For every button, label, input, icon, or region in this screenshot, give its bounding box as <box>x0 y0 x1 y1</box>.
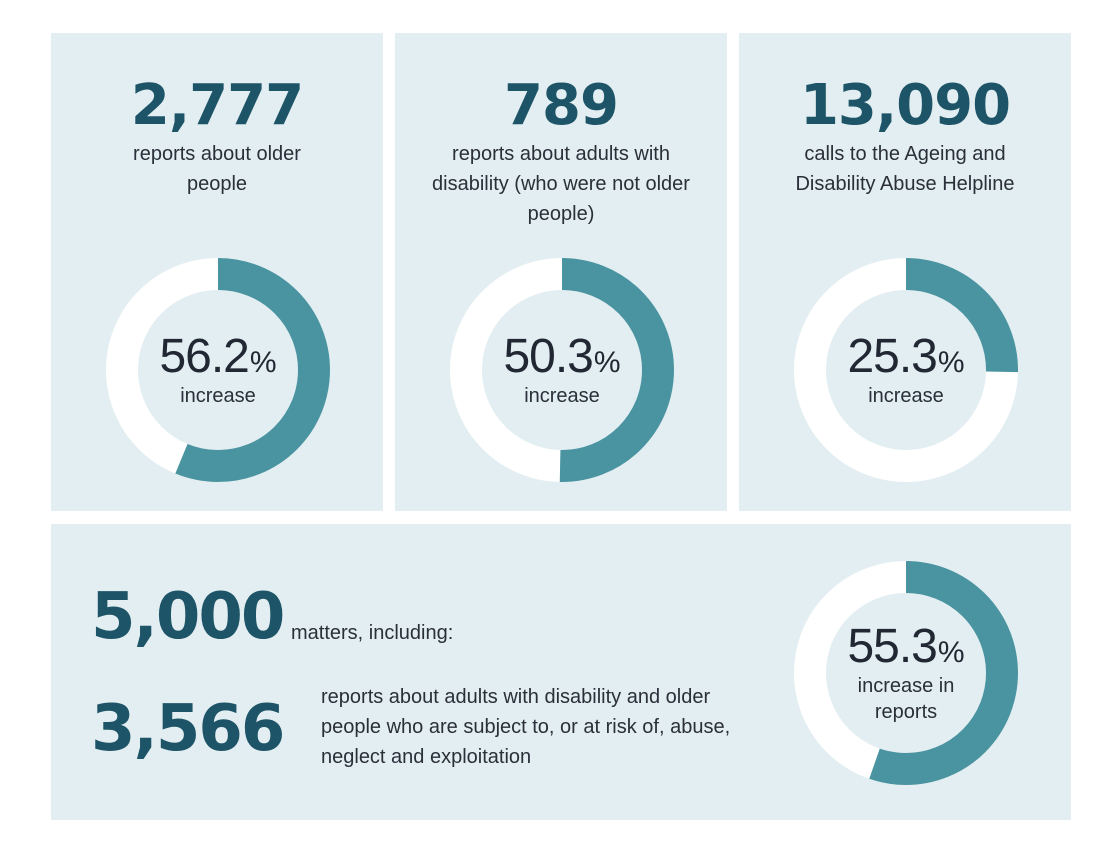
donut-chart <box>794 561 1018 785</box>
stat-number: 13,090 <box>799 73 1011 138</box>
sub-number: 3,566 <box>91 692 285 766</box>
percent-value: 50.3 <box>503 330 593 383</box>
donut-chart <box>106 258 330 482</box>
stat-panel-helpline-calls: 13,090 calls to the Ageing and Disabilit… <box>739 33 1071 511</box>
stat-description: reports about older people <box>133 143 301 195</box>
percent-symbol: % <box>593 346 621 379</box>
donut-label: 55.3% increase in reports <box>794 561 1018 785</box>
percent-value: 55.3 <box>847 620 937 673</box>
stat-number: 789 <box>504 73 619 138</box>
percent-value: 56.2 <box>159 330 249 383</box>
donut-slice-value <box>794 258 1018 482</box>
total-label: matters, including: <box>291 622 454 644</box>
stat-description: calls to the Ageing and Disability Abuse… <box>795 143 1015 195</box>
summary-panel: 5,000 matters, including: 3,566 reports … <box>51 524 1071 820</box>
percent-value: 25.3 <box>847 330 937 383</box>
donut-slice-value <box>450 258 674 482</box>
donut-label: 50.3% increase <box>450 258 674 482</box>
percent-symbol: % <box>249 346 277 379</box>
stat-panel-older-people: 2,777 reports about older people 56.2% i… <box>51 33 383 511</box>
stat-number: 2,777 <box>130 73 304 138</box>
percent-symbol: % <box>937 636 965 669</box>
percent-label: increase in reports <box>857 675 955 723</box>
donut-chart <box>794 258 1018 482</box>
donut-slice-value <box>106 258 330 482</box>
percent-label: increase <box>868 385 944 407</box>
percent-symbol: % <box>937 346 965 379</box>
stat-panel-adults-disability: 789 reports about adults with disability… <box>395 33 727 511</box>
total-number: 5,000 <box>91 580 285 654</box>
stat-description: reports about adults with disability (wh… <box>432 143 690 225</box>
donut-chart <box>450 258 674 482</box>
percent-label: increase <box>524 385 600 407</box>
sub-description: reports about adults with disability and… <box>321 686 731 768</box>
donut-slice-value <box>794 561 1018 785</box>
donut-label: 25.3% increase <box>794 258 1018 482</box>
percent-label: increase <box>180 385 256 407</box>
donut-label: 56.2% increase <box>106 258 330 482</box>
